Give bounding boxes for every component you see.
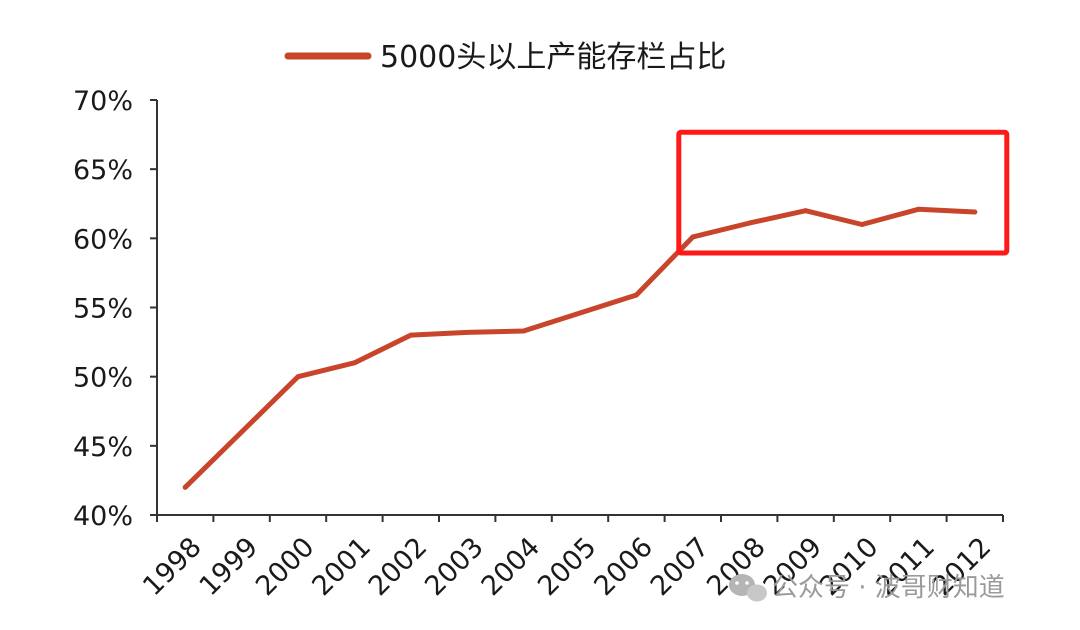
x-tick-label: 1999 <box>194 532 265 603</box>
data-point <box>408 332 414 338</box>
data-point <box>239 429 245 435</box>
x-tick-label: 2000 <box>250 532 321 603</box>
data-point <box>577 310 583 316</box>
y-tick-label: 65% <box>73 155 133 186</box>
data-points <box>182 206 978 490</box>
y-tick-label: 40% <box>73 501 133 532</box>
x-tick-label: 2001 <box>306 532 377 603</box>
y-tick-label: 45% <box>73 432 133 463</box>
data-point <box>464 330 470 335</box>
data-point <box>803 208 808 214</box>
data-point <box>634 292 639 298</box>
data-point <box>859 222 865 227</box>
highlight-box <box>676 129 1010 256</box>
x-tick-label: 2003 <box>419 532 490 603</box>
watermark: 公众号 · 波哥财知道 <box>729 573 1005 603</box>
y-tick-label: 70% <box>73 86 133 117</box>
x-tick-label: 2005 <box>532 532 603 603</box>
x-tick-label: 2007 <box>645 532 716 603</box>
data-point <box>182 484 188 490</box>
data-point <box>690 234 696 240</box>
y-tick-label: 60% <box>73 224 133 255</box>
watermark-text: 公众号 · 波哥财知道 <box>772 573 1005 603</box>
data-point <box>916 206 921 212</box>
data-point <box>746 220 752 226</box>
y-tick-label: 55% <box>73 294 133 325</box>
legend-label-series-1: 5000头以上产能存栏占比 <box>380 40 726 75</box>
data-point <box>352 360 357 366</box>
x-tick-label: 1998 <box>137 532 208 603</box>
x-tick-label: 2006 <box>588 532 659 603</box>
axes <box>156 100 1003 516</box>
legend: 5000头以上产能存栏占比 <box>284 40 726 75</box>
wechat-icon <box>729 574 767 602</box>
data-point <box>972 209 978 215</box>
y-ticks: 40% 45% 50% 55% 60% 65% 70% <box>73 86 157 532</box>
x-tick-label: 2002 <box>363 532 434 603</box>
data-point <box>295 374 301 380</box>
x-tick-label: 2004 <box>476 532 547 603</box>
y-tick-label: 50% <box>73 363 133 394</box>
data-point <box>521 328 526 334</box>
